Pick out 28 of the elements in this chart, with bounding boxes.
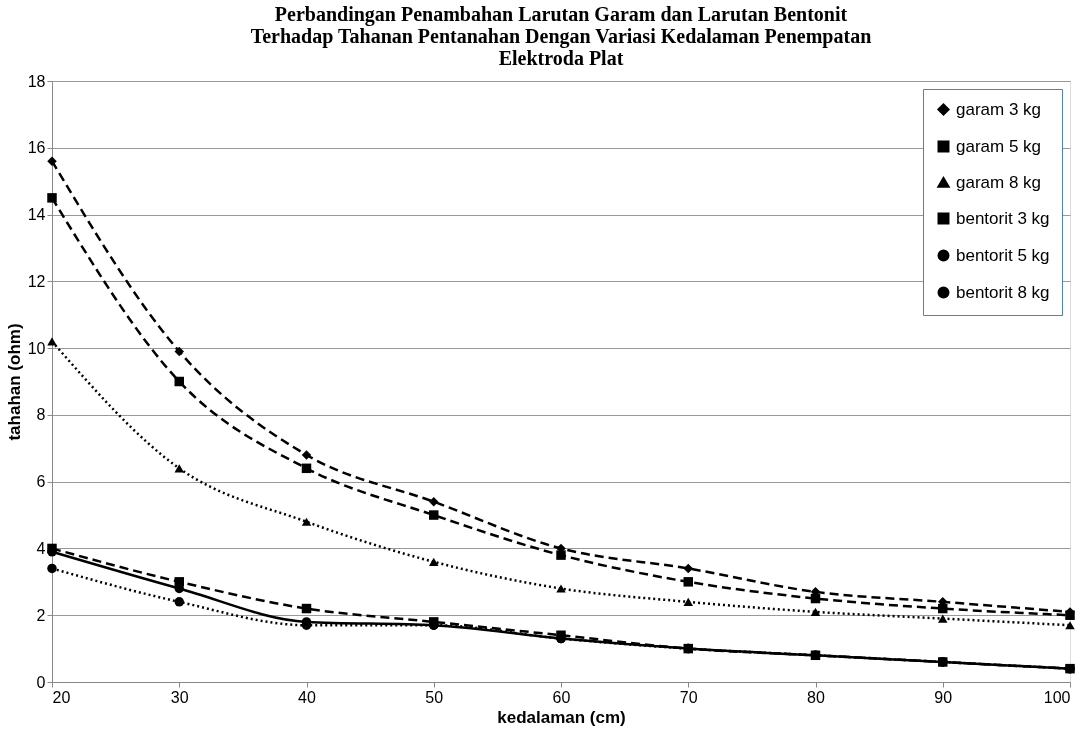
x-tick-label: 20 [52,688,71,706]
y-tick-label: 6 [36,473,46,491]
y-tick-label: 10 [27,339,46,357]
y-tick-label: 4 [36,539,46,557]
x-tick-label: 90 [934,688,953,706]
chart-title: Perbandingan Penambahan Larutan Garam dan Larutan Bentonit Terhadap Tahanan Pentanahan Dengan Variasi Kedalaman Penempatan Elektroda Plat [250,3,872,69]
x-tick-label: 30 [170,688,189,706]
y-axis-title: tahahan (ohm) [4,323,24,441]
y-tick-label: 12 [27,272,46,290]
legend-label: garam 3 kg [956,99,1042,119]
x-tick-label: 40 [298,688,316,706]
legend-label: garam 5 kg [956,136,1042,156]
legend-label: bentorit 5 kg [956,245,1050,265]
legend-label: garam 8 kg [956,172,1042,192]
x-tick-label: 80 [807,688,825,706]
y-tick-label: 2 [36,606,46,624]
x-tick-label: 60 [552,688,571,706]
x-tick-label: 70 [679,688,698,706]
x-tick-label: 50 [425,688,444,706]
legend-label: bentorit 8 kg [956,282,1050,302]
y-tick-label: 8 [36,406,46,424]
legend-label: bentorit 3 kg [956,208,1050,228]
x-axis-title: kedalaman (cm) [497,707,626,727]
y-tick-label: 0 [36,673,46,691]
y-tick-label: 16 [27,139,46,157]
x-tick-label: 100 [1043,688,1071,706]
y-tick-label: 14 [27,206,46,224]
y-tick-label: 18 [27,72,46,90]
